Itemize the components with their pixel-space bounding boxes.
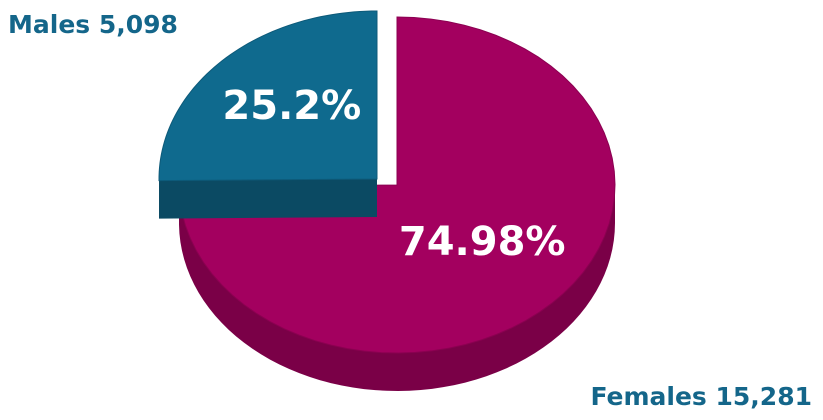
slice bbox=[178, 16, 616, 354]
slice-side bbox=[179, 185, 615, 391]
value-label: 74.98% bbox=[399, 219, 566, 265]
slice bbox=[158, 10, 378, 182]
slice-wall bbox=[159, 179, 377, 219]
value-label: 25.2% bbox=[222, 83, 361, 129]
category-label: Females 15,281 bbox=[590, 382, 812, 411]
pie bbox=[158, 10, 616, 391]
category-label: Males 5,098 bbox=[8, 10, 178, 39]
